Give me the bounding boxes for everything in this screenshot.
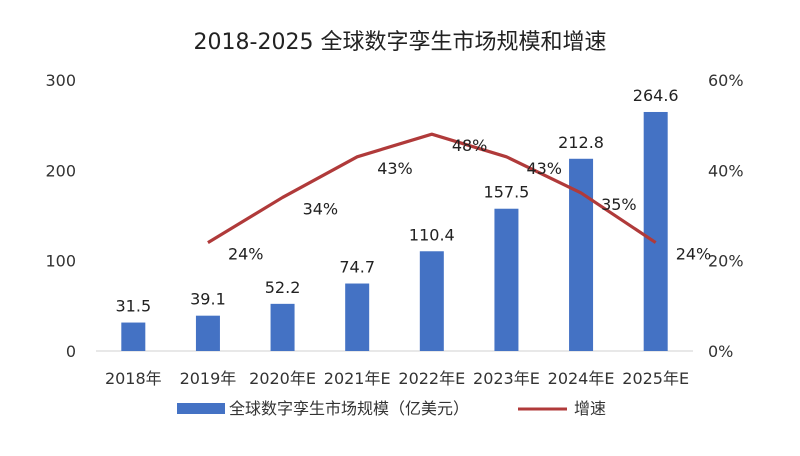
y-right-tick-label: 20% xyxy=(708,252,744,271)
growth-value-label: 48% xyxy=(452,136,488,155)
bar-layer xyxy=(121,111,668,351)
y-left-tick-label: 0 xyxy=(66,342,76,361)
bar-value-label: 110.4 xyxy=(409,225,455,244)
chart-title: 2018-2025 全球数字孪生市场规模和增速 xyxy=(194,30,607,55)
growth-value-label: 34% xyxy=(303,199,339,218)
bar-value-label: 157.5 xyxy=(484,183,530,202)
x-tick-label: 2021年E xyxy=(324,369,391,388)
y-left-tick-label: 200 xyxy=(45,161,76,180)
x-tick-label: 2018年 xyxy=(105,369,162,388)
y-right-tick-label: 0% xyxy=(708,342,733,361)
bar xyxy=(195,315,220,351)
x-tick-label: 2020年E xyxy=(249,369,316,388)
bar-value-label: 31.5 xyxy=(116,297,152,316)
bar-value-label: 264.6 xyxy=(633,86,679,105)
y-right-tick-label: 60% xyxy=(708,71,744,90)
bar-value-label: 74.7 xyxy=(339,258,375,277)
label-layer: 31.5 39.1 52.2 74.7 110.4 157.5 212.8 264.6 24% 3… xyxy=(116,86,712,316)
growth-value-label: 35% xyxy=(601,195,637,214)
legend-line-label: 增速 xyxy=(574,399,606,418)
growth-line xyxy=(207,132,657,244)
x-tick-label: 2024年E xyxy=(548,369,615,388)
growth-value-label: 24% xyxy=(228,245,264,264)
bar-value-label: 52.2 xyxy=(265,278,301,297)
bar xyxy=(643,111,668,351)
bar-value-label: 39.1 xyxy=(190,290,226,309)
y-right-tick-label: 40% xyxy=(708,161,744,180)
axis-layer: 0 100 200 300 0% 20% 40% 60% 2018年 2019年 2020年E 202… xyxy=(45,71,743,388)
bar-value-label: 212.8 xyxy=(558,133,604,152)
growth-value-label: 43% xyxy=(526,159,562,178)
x-tick-label: 2025年E xyxy=(622,369,689,388)
legend-bar-swatch xyxy=(177,403,225,414)
y-left-tick-label: 100 xyxy=(45,252,76,271)
legend: 全球数字孪生市场规模（亿美元） 增速 xyxy=(177,399,606,418)
bar xyxy=(121,322,146,351)
growth-value-label: 24% xyxy=(676,245,712,264)
y-left-tick-label: 300 xyxy=(45,71,76,90)
x-tick-label: 2019年 xyxy=(180,369,237,388)
x-tick-label: 2023年E xyxy=(473,369,540,388)
x-tick-label: 2022年E xyxy=(398,369,465,388)
bar xyxy=(270,303,295,351)
bar xyxy=(419,251,444,351)
bar xyxy=(494,208,519,351)
line-layer xyxy=(207,132,657,244)
bar xyxy=(345,283,370,351)
growth-value-label: 43% xyxy=(377,159,413,178)
legend-bar-label: 全球数字孪生市场规模（亿美元） xyxy=(229,399,469,418)
